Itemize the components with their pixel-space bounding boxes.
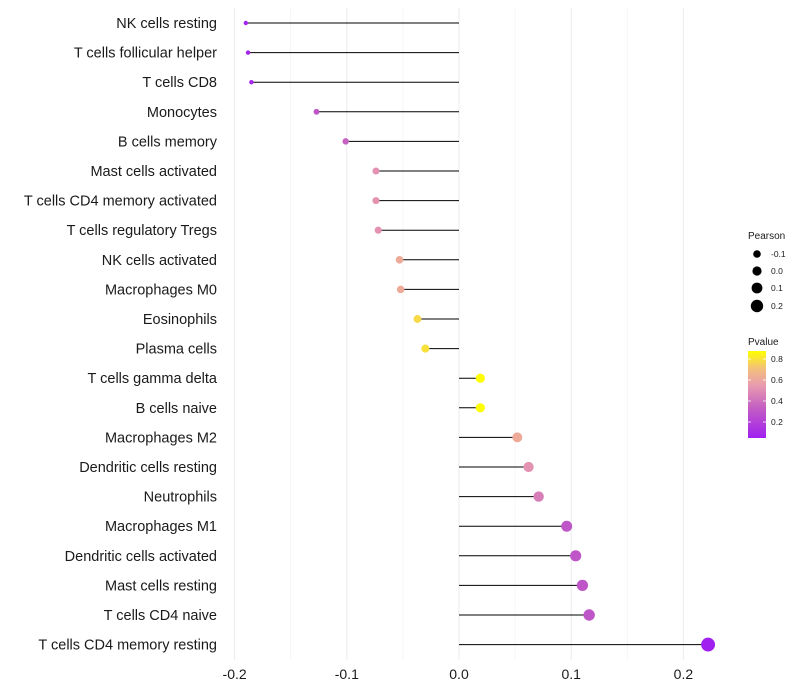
size-legend-label: 0.2 bbox=[771, 301, 783, 311]
lollipop-point bbox=[372, 197, 380, 205]
lollipop-point bbox=[561, 520, 573, 532]
category-label: Macrophages M2 bbox=[105, 430, 217, 446]
lollipop-point bbox=[533, 491, 544, 502]
category-label: T cells CD4 memory resting bbox=[38, 638, 217, 654]
category-label: Dendritic cells resting bbox=[79, 460, 217, 476]
lollipop-point bbox=[313, 108, 320, 115]
category-label: T cells CD4 naive bbox=[104, 608, 217, 624]
color-legend-label: 0.4 bbox=[771, 396, 783, 406]
lollipop-point bbox=[372, 167, 380, 175]
x-tick-label: 0.0 bbox=[449, 666, 469, 682]
category-label: T cells CD8 bbox=[142, 75, 217, 91]
size-legend-title: Pearson bbox=[748, 231, 785, 242]
size-legend-label: 0.0 bbox=[771, 266, 783, 276]
lollipop-point bbox=[243, 20, 249, 26]
size-legend-label: -0.1 bbox=[771, 249, 786, 259]
lollipop-point bbox=[374, 226, 382, 234]
color-bar bbox=[748, 351, 766, 438]
lollipop-point bbox=[396, 285, 405, 294]
lollipop-point bbox=[523, 461, 534, 473]
color-legend-label: 0.8 bbox=[771, 354, 783, 364]
category-label: B cells memory bbox=[118, 134, 218, 150]
category-label: T cells gamma delta bbox=[88, 371, 218, 387]
size-legend-dot bbox=[750, 299, 764, 313]
lollipop-point bbox=[583, 609, 595, 621]
lollipop-point bbox=[701, 637, 716, 652]
lollipop-point bbox=[512, 432, 523, 443]
stem-layer bbox=[245, 22, 709, 646]
category-label: T cells regulatory Tregs bbox=[67, 223, 217, 239]
color-legend-title: Pvalue bbox=[748, 337, 779, 348]
x-tick-label: -0.2 bbox=[223, 666, 247, 682]
lollipop-point bbox=[395, 256, 404, 264]
lollipop-point bbox=[475, 403, 485, 413]
lollipop-point bbox=[421, 344, 430, 353]
lollipop-point bbox=[342, 138, 349, 145]
category-label: Monocytes bbox=[147, 105, 217, 121]
size-legend-dot bbox=[752, 266, 762, 276]
size-legend-dot bbox=[751, 282, 763, 294]
color-legend-label: 0.6 bbox=[771, 375, 783, 385]
lollipop-point bbox=[245, 50, 251, 55]
lollipop-point bbox=[249, 79, 254, 85]
category-label: Eosinophils bbox=[143, 312, 217, 328]
x-tick-label: 0.1 bbox=[561, 666, 581, 682]
category-label: Dendritic cells activated bbox=[65, 549, 217, 565]
point-layer bbox=[243, 20, 716, 652]
category-labels: NK cells resting T cells follicular helpe… bbox=[24, 16, 218, 654]
category-label: NK cells resting bbox=[116, 16, 217, 32]
category-label: T cells follicular helper bbox=[74, 46, 217, 62]
category-label: Mast cells resting bbox=[105, 578, 217, 594]
color-legend-label: 0.2 bbox=[771, 417, 783, 427]
lollipop-point bbox=[570, 550, 582, 562]
size-legend-dot bbox=[753, 250, 761, 258]
lollipop-point bbox=[475, 373, 485, 383]
grid-layer bbox=[234, 8, 684, 660]
legend: Pearson -0.1 0.0 0.1 0.2 Pvalue 0.8 0.6 0.4 0.… bbox=[748, 231, 786, 438]
category-label: Macrophages M0 bbox=[105, 282, 217, 298]
category-label: Plasma cells bbox=[136, 342, 217, 358]
category-label: Mast cells activated bbox=[90, 164, 217, 180]
lollipop-point bbox=[576, 579, 589, 592]
category-label: Macrophages M1 bbox=[105, 519, 217, 535]
x-tick-label: 0.2 bbox=[674, 666, 694, 682]
x-axis-ticks: -0.2 -0.1 0.0 0.1 0.2 bbox=[223, 666, 694, 682]
category-label: NK cells activated bbox=[102, 253, 217, 269]
x-tick-label: -0.1 bbox=[335, 666, 359, 682]
size-legend-label: 0.1 bbox=[771, 283, 783, 293]
category-label: Neutrophils bbox=[144, 490, 217, 506]
category-label: T cells CD4 memory activated bbox=[24, 194, 217, 210]
lollipop-point bbox=[413, 315, 422, 323]
category-label: B cells naive bbox=[136, 401, 217, 417]
